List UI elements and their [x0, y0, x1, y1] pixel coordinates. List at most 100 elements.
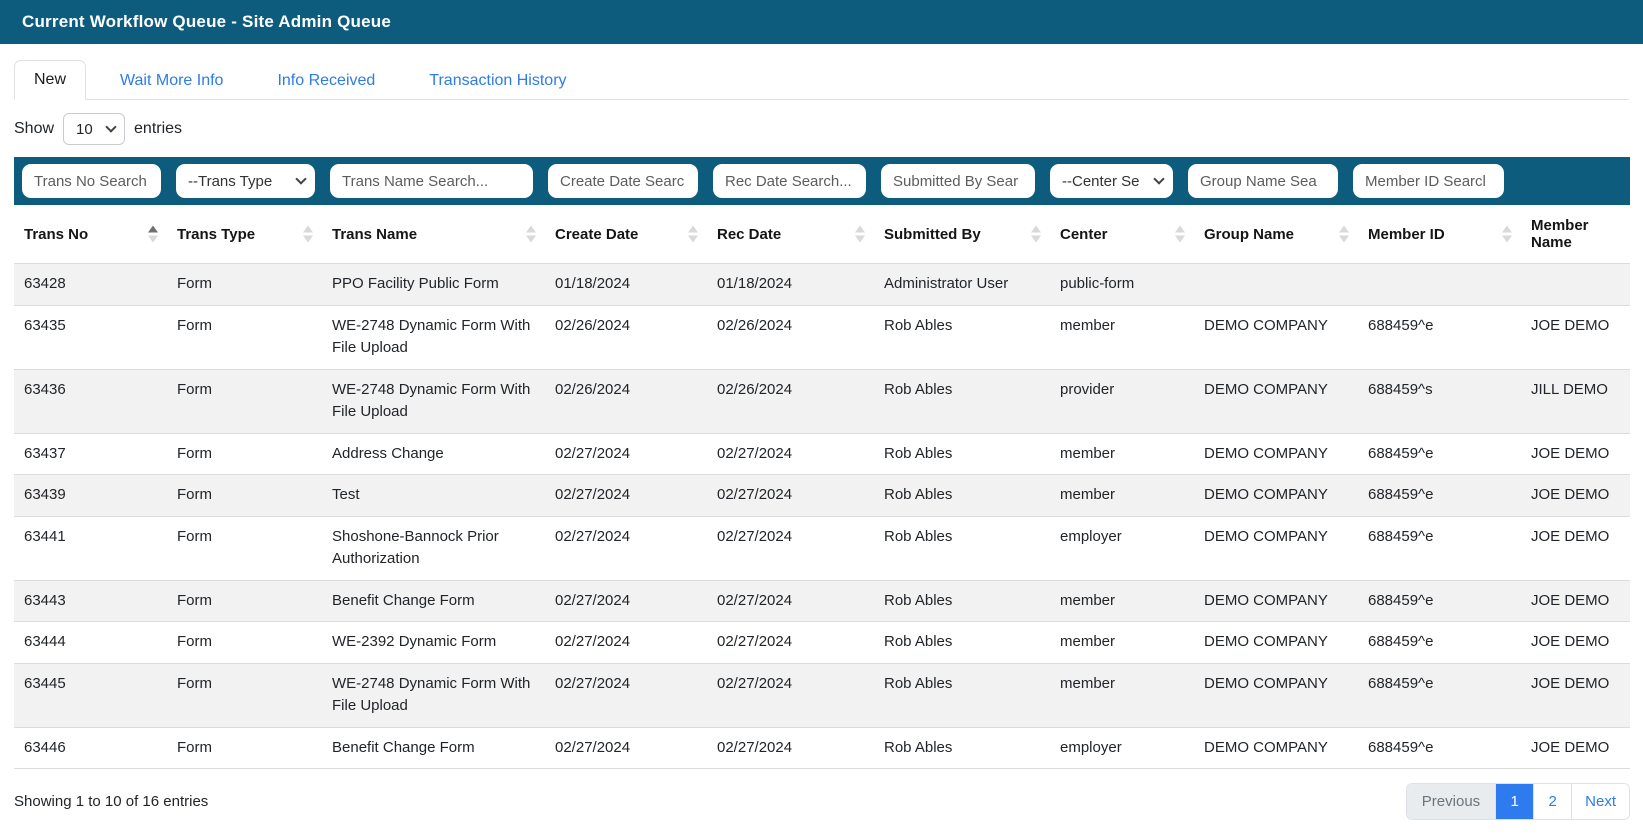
table-cell: member	[1060, 633, 1116, 650]
table-cell: 63439	[24, 486, 66, 503]
column-header-trans-type[interactable]: Trans Type	[167, 205, 322, 264]
trans-name-search[interactable]	[330, 164, 533, 198]
submitted-by-search[interactable]	[881, 164, 1035, 198]
table-cell: JOE DEMO	[1531, 591, 1610, 609]
table-cell: Form	[177, 527, 212, 545]
page-previous-button[interactable]: Previous	[1406, 784, 1496, 819]
table-cell: Test	[332, 486, 360, 503]
sort-icon	[526, 225, 536, 243]
sort-icon	[1031, 225, 1041, 243]
table-cell: Form	[177, 674, 212, 692]
table-cell: 02/27/2024	[717, 444, 793, 462]
table-cell: 02/27/2024	[555, 738, 631, 756]
table-cell: member	[1060, 591, 1116, 609]
column-label: Group Name	[1204, 225, 1295, 243]
tabs: New Wait More Info Info Received Transactio…	[14, 60, 1629, 100]
table-cell: 02/27/2024	[717, 738, 793, 756]
table-cell	[1521, 264, 1630, 306]
page-2-button[interactable]: 2	[1533, 784, 1572, 819]
trans-type-select[interactable]: --Trans Type	[176, 164, 315, 198]
table-header-row: Trans No Trans Type Trans Name Create Date R…	[14, 205, 1630, 264]
table-cell: 63444	[24, 633, 66, 650]
table-cell: member	[1060, 486, 1116, 503]
table-row: 63435 Form WE-2748 Dynamic Form With File …	[14, 305, 1630, 369]
tab-wait-more-info[interactable]: Wait More Info	[100, 60, 243, 100]
column-header-submitted-by[interactable]: Submitted By	[874, 205, 1050, 264]
table-cell: 688459^e	[1368, 674, 1434, 692]
table-cell: 63437	[24, 444, 66, 462]
column-label: Submitted By	[884, 225, 981, 243]
table-cell: Rob Ables	[884, 380, 953, 398]
table-cell: JOE DEMO	[1531, 444, 1610, 462]
center-select[interactable]: --Center Se	[1050, 164, 1173, 198]
column-header-rec-date[interactable]: Rec Date	[707, 205, 874, 264]
page-title: Current Workflow Queue - Site Admin Queu…	[22, 12, 392, 31]
column-header-member-name[interactable]: Member Name	[1521, 205, 1630, 264]
column-label: Center	[1060, 225, 1108, 243]
page-1-button[interactable]: 1	[1495, 784, 1534, 819]
table-cell: 02/27/2024	[555, 591, 631, 609]
column-label: Member Name	[1531, 217, 1589, 251]
table-cell: 63435	[24, 316, 66, 334]
table-cell: JOE DEMO	[1531, 633, 1610, 650]
table-cell: Address Change	[332, 444, 444, 462]
table-cell: employer	[1060, 527, 1122, 545]
column-label: Trans Name	[332, 225, 418, 243]
table-cell: 02/27/2024	[555, 486, 631, 503]
table-cell: JOE DEMO	[1531, 486, 1610, 503]
table-cell: provider	[1060, 380, 1115, 398]
table-cell: DEMO COMPANY	[1204, 674, 1328, 692]
table-cell: 63428	[24, 275, 66, 292]
table-cell: Form	[177, 633, 212, 650]
column-header-center[interactable]: Center	[1050, 205, 1194, 264]
column-header-group-name[interactable]: Group Name	[1194, 205, 1358, 264]
column-header-member-id[interactable]: Member ID	[1358, 205, 1521, 264]
table-cell: WE-2748 Dynamic Form With File Upload	[332, 674, 531, 715]
table-cell: public-form	[1060, 275, 1135, 292]
table-cell: member	[1060, 316, 1116, 334]
table-cell: Rob Ables	[884, 444, 953, 462]
table-cell: 688459^e	[1368, 591, 1434, 609]
table-cell: 02/27/2024	[717, 591, 793, 609]
workflow-table-wrap: Trans No Trans Type Trans Name Create Date R…	[14, 205, 1630, 769]
column-label: Trans No	[24, 225, 89, 243]
trans-no-search[interactable]	[22, 164, 161, 198]
trans-type-select-wrap: --Trans Type	[176, 164, 315, 198]
table-cell: Benefit Change Form	[332, 738, 475, 756]
table-row: 63436 Form WE-2748 Dynamic Form With File …	[14, 369, 1630, 433]
table-cell: DEMO COMPANY	[1204, 486, 1328, 503]
tab-new[interactable]: New	[14, 60, 87, 100]
create-date-search[interactable]	[548, 164, 698, 198]
table-cell: Rob Ables	[884, 486, 953, 503]
table-cell: DEMO COMPANY	[1204, 738, 1328, 756]
column-header-create-date[interactable]: Create Date	[545, 205, 707, 264]
page-length-select[interactable]: 10	[63, 113, 126, 145]
table-cell	[1194, 264, 1358, 306]
table-row: 63428 Form PPO Facility Public Form 01/18/2…	[14, 263, 1630, 306]
sort-icon	[148, 225, 158, 243]
table-cell: DEMO COMPANY	[1204, 316, 1328, 334]
table-footer: Showing 1 to 10 of 16 entries Previous 1 2…	[14, 783, 1630, 820]
table-cell: DEMO COMPANY	[1204, 527, 1328, 545]
group-name-search[interactable]	[1188, 164, 1338, 198]
table-body: 63428 Form PPO Facility Public Form 01/18/2…	[14, 263, 1630, 769]
table-cell: JOE DEMO	[1531, 738, 1610, 756]
table-cell: Rob Ables	[884, 633, 953, 650]
tab-transaction-history[interactable]: Transaction History	[409, 60, 586, 100]
table-cell: WE-2748 Dynamic Form With File Upload	[332, 316, 531, 357]
table-cell: 02/26/2024	[555, 316, 631, 334]
column-header-trans-no[interactable]: Trans No	[14, 205, 167, 264]
table-cell: Form	[177, 316, 212, 334]
table-cell: Form	[177, 591, 212, 609]
rec-date-search[interactable]	[713, 164, 866, 198]
page-next-button[interactable]: Next	[1571, 784, 1629, 819]
member-id-search[interactable]	[1353, 164, 1504, 198]
column-header-trans-name[interactable]: Trans Name	[322, 205, 545, 264]
tab-info-received[interactable]: Info Received	[257, 60, 395, 100]
entries-summary: Showing 1 to 10 of 16 entries	[14, 793, 209, 810]
table-cell: member	[1060, 444, 1116, 462]
table-cell: 63446	[24, 738, 66, 756]
table-cell: 02/27/2024	[555, 527, 631, 545]
pagination: Previous 1 2 Next	[1405, 783, 1630, 820]
table-cell: 02/26/2024	[717, 380, 793, 398]
